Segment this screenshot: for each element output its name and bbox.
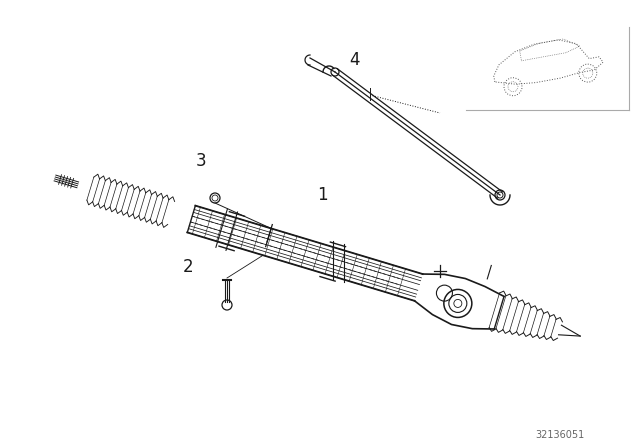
Text: 2: 2 <box>182 258 193 276</box>
Text: 1: 1 <box>317 186 328 204</box>
Text: 3: 3 <box>195 152 206 170</box>
Text: 4: 4 <box>349 52 359 69</box>
Text: 32136051: 32136051 <box>536 430 584 440</box>
